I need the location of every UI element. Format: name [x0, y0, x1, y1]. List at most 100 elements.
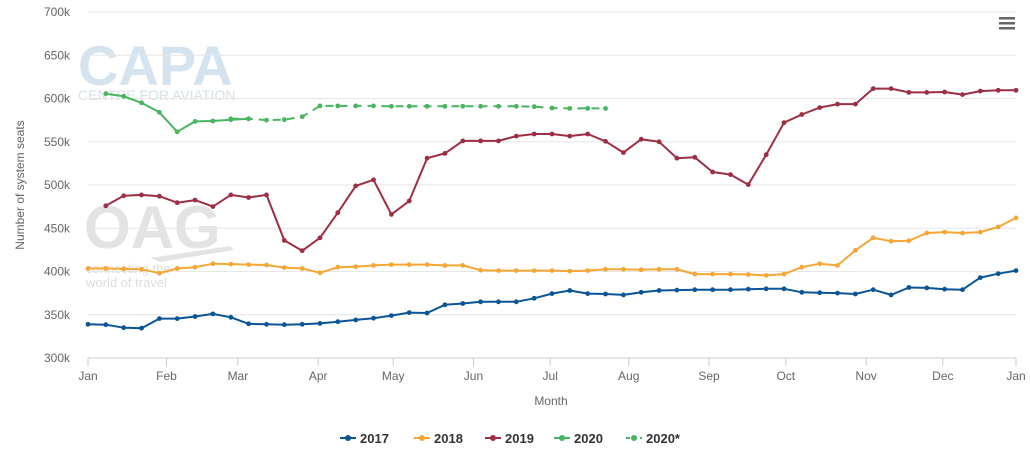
data-point[interactable]	[960, 287, 965, 293]
data-point[interactable]	[478, 138, 483, 144]
data-point[interactable]	[371, 263, 376, 268]
data-point[interactable]	[674, 266, 680, 272]
data-point[interactable]	[763, 286, 769, 292]
data-point[interactable]	[121, 325, 127, 331]
data-point[interactable]	[157, 316, 162, 321]
data-point[interactable]	[977, 275, 983, 280]
data-point[interactable]	[603, 291, 608, 297]
data-point[interactable]	[335, 264, 341, 270]
data-point[interactable]	[513, 103, 519, 109]
data-point[interactable]	[478, 299, 483, 305]
data-point[interactable]	[835, 290, 840, 296]
data-point[interactable]	[192, 197, 198, 203]
data-point[interactable]	[870, 235, 876, 241]
data-point[interactable]	[924, 285, 930, 291]
data-point[interactable]	[531, 295, 537, 301]
data-point[interactable]	[353, 317, 359, 323]
data-point[interactable]	[638, 289, 644, 295]
data-point[interactable]	[210, 261, 216, 267]
data-point[interactable]	[121, 93, 127, 99]
data-point[interactable]	[210, 311, 216, 317]
data-point[interactable]	[531, 104, 537, 110]
data-point[interactable]	[781, 271, 787, 277]
data-point[interactable]	[692, 154, 698, 160]
data-point[interactable]	[389, 313, 394, 318]
data-point[interactable]	[799, 264, 805, 270]
data-point[interactable]	[567, 133, 573, 139]
data-point[interactable]	[585, 291, 591, 296]
data-point[interactable]	[496, 138, 501, 144]
data-point[interactable]	[442, 151, 448, 156]
legend-item-2020-forecast[interactable]: 2020*	[626, 431, 681, 446]
data-point[interactable]	[781, 286, 787, 292]
data-point[interactable]	[817, 290, 823, 296]
data-point[interactable]	[174, 266, 180, 271]
data-point[interactable]	[621, 266, 626, 272]
data-point[interactable]	[496, 103, 501, 109]
data-point[interactable]	[246, 195, 252, 200]
data-point[interactable]	[139, 325, 144, 331]
data-point[interactable]	[531, 131, 537, 137]
data-point[interactable]	[139, 100, 144, 106]
data-point[interactable]	[121, 193, 127, 199]
data-point[interactable]	[299, 114, 305, 120]
data-point[interactable]	[103, 266, 109, 271]
data-point[interactable]	[317, 103, 323, 109]
data-point[interactable]	[763, 273, 769, 278]
data-point[interactable]	[103, 91, 109, 97]
data-point[interactable]	[745, 272, 751, 277]
data-point[interactable]	[353, 183, 359, 189]
legend-item-2017[interactable]: 2017	[340, 431, 389, 446]
data-point[interactable]	[924, 230, 930, 236]
data-point[interactable]	[478, 267, 483, 273]
data-point[interactable]	[870, 287, 876, 293]
data-point[interactable]	[442, 103, 448, 109]
data-point[interactable]	[299, 266, 305, 271]
data-point[interactable]	[585, 106, 591, 111]
data-point[interactable]	[424, 310, 430, 316]
data-point[interactable]	[1013, 215, 1019, 221]
legend-item-2018[interactable]: 2018	[414, 431, 463, 446]
data-point[interactable]	[228, 261, 234, 267]
data-point[interactable]	[442, 302, 448, 308]
data-point[interactable]	[567, 288, 573, 293]
hamburger-menu-icon[interactable]	[996, 14, 1018, 34]
data-point[interactable]	[728, 172, 733, 178]
data-point[interactable]	[728, 287, 733, 293]
data-point[interactable]	[371, 177, 376, 183]
data-point[interactable]	[228, 116, 234, 122]
data-point[interactable]	[335, 319, 341, 325]
data-point[interactable]	[817, 261, 823, 267]
data-point[interactable]	[853, 101, 858, 107]
data-point[interactable]	[389, 262, 394, 267]
data-point[interactable]	[1013, 268, 1019, 273]
data-point[interactable]	[585, 131, 591, 137]
data-point[interactable]	[674, 155, 680, 161]
data-point[interactable]	[317, 270, 323, 276]
data-point[interactable]	[228, 314, 234, 320]
data-point[interactable]	[621, 150, 626, 156]
data-point[interactable]	[246, 116, 252, 122]
data-point[interactable]	[139, 266, 144, 272]
data-point[interactable]	[281, 265, 287, 270]
data-point[interactable]	[960, 230, 965, 236]
data-point[interactable]	[549, 105, 555, 111]
data-point[interactable]	[406, 198, 412, 204]
data-point[interactable]	[264, 321, 269, 327]
data-point[interactable]	[460, 263, 466, 268]
data-point[interactable]	[960, 92, 965, 97]
data-point[interactable]	[513, 133, 519, 139]
data-point[interactable]	[353, 264, 359, 270]
data-point[interactable]	[799, 289, 805, 295]
data-point[interactable]	[888, 292, 894, 298]
data-point[interactable]	[728, 271, 733, 277]
data-point[interactable]	[353, 103, 359, 109]
data-point[interactable]	[942, 229, 947, 235]
data-point[interactable]	[977, 88, 983, 94]
data-point[interactable]	[174, 200, 180, 206]
data-point[interactable]	[317, 321, 323, 326]
data-point[interactable]	[924, 90, 930, 95]
data-point[interactable]	[888, 238, 894, 244]
data-point[interactable]	[299, 248, 305, 254]
data-point[interactable]	[567, 268, 573, 274]
